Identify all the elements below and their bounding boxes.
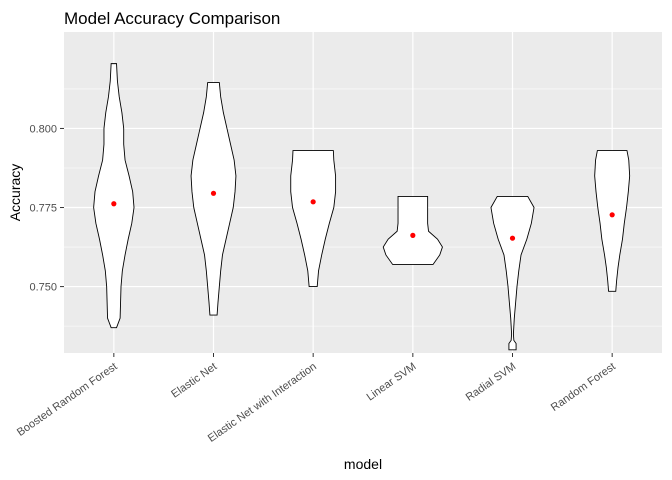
x-tick-label: Elastic Net: [169, 361, 219, 401]
violin-linear-svm: [382, 196, 443, 265]
y-axis: 0.750 0.775 0.800: [29, 123, 64, 294]
y-tick-label: 0.775: [29, 203, 57, 215]
y-axis-title: Accuracy: [7, 164, 23, 222]
violin-elastic-net-with-interaction: [290, 150, 337, 288]
y-tick-label: 0.750: [29, 282, 57, 294]
chart-title: Model Accuracy Comparison: [64, 9, 280, 28]
violin-random-forest: [594, 150, 631, 292]
mean-point: [210, 190, 217, 196]
grid-minor: [64, 88, 662, 327]
x-tick-label: Elastic Net with Interaction: [206, 361, 319, 445]
x-tick-label: Linear SVM: [365, 361, 419, 404]
x-axis-title: model: [344, 456, 382, 472]
y-tick-label: 0.800: [29, 123, 57, 135]
violin-radial-svm: [490, 196, 535, 351]
mean-point: [509, 235, 516, 241]
x-axis: Boosted Random Forest Elastic NetElastic …: [15, 353, 618, 445]
x-tick-label: Radial SVM: [464, 361, 518, 404]
violin-elastic-net: [190, 82, 237, 316]
plot-panel: [64, 32, 662, 353]
mean-point: [310, 199, 316, 205]
mean-points: [111, 190, 615, 241]
mean-point: [410, 232, 416, 238]
mean-point: [111, 201, 117, 207]
x-tick-label: Random Forest: [549, 361, 618, 414]
violin-boosted-random-forest: [93, 63, 135, 329]
x-tick-label: Boosted Random Forest: [15, 361, 120, 439]
mean-point: [609, 212, 615, 218]
violins: [93, 63, 631, 351]
